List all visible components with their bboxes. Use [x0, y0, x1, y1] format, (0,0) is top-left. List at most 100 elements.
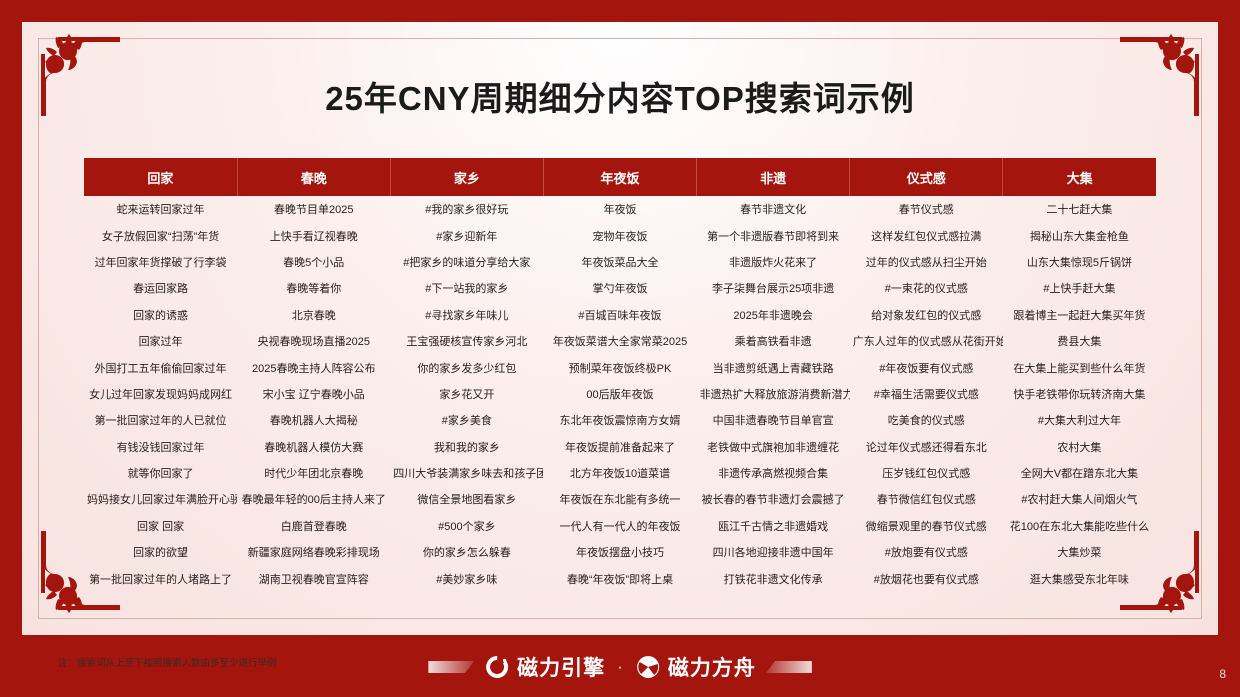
brand-magnetic-ark: 磁力方舟	[635, 652, 756, 682]
table-row: 回家的欲望 新疆家庭网络春晚彩排现场 你的家乡怎么躲春 年夜饭摆盘小技巧 四川各地迎接非…	[84, 539, 1156, 565]
page-number: 8	[1219, 667, 1226, 681]
cell: 2025春晚主持人阵容公布	[251, 362, 376, 375]
cell: 湖南卫视春晚官宣阵容	[258, 573, 369, 586]
cell: 非遗版炸火花来了	[729, 256, 818, 269]
cell: 四川各地迎接非遗中国年	[712, 547, 834, 560]
cell: 中国非遗春晚节目单官宣	[712, 415, 834, 428]
column-header-daji: 大集	[1002, 158, 1156, 196]
cell: #年夜饭要有仪式感	[879, 362, 974, 375]
kuaishou-engine-icon	[484, 654, 510, 680]
cell: 宠物年夜饭	[592, 230, 648, 243]
table-row: 第一批回家过年的人堵路上了 湖南卫视春晚官宣阵容 #美妙家乡味 春晚“年夜饭”即将上桌…	[84, 565, 1156, 591]
cell: 四川大爷装满家乡味去和孩子团年	[393, 468, 544, 481]
cell: 年夜饭在东北能有多统一	[559, 494, 681, 507]
cell: 预制菜年夜饭终极PK	[568, 362, 672, 375]
content-panel	[22, 22, 1218, 635]
column-header-huijia: 回家	[84, 158, 238, 196]
cell: #放烟花也要有仪式感	[873, 573, 979, 586]
wing-left-decoration	[428, 661, 475, 673]
cell: 春晚“年夜饭”即将上桌	[566, 573, 674, 586]
table-row: 有钱没钱回家过年 春晚机器人模仿大赛 我和我的家乡 年夜饭提前准备起来了 老铁做中式旗袍…	[84, 434, 1156, 460]
brand-secondary-label: 磁力方舟	[667, 657, 756, 680]
cell: 春晚节目单2025	[273, 204, 354, 217]
column-header-nianyefan: 年夜饭	[543, 158, 698, 196]
cell: 当非遗剪纸遇上青藏铁路	[712, 362, 834, 375]
cell: 00后版年夜饭	[586, 388, 654, 401]
cell: 家乡花又开	[439, 388, 495, 401]
cell: 老铁做中式旗袍加非遗缠花	[707, 441, 840, 454]
wing-right-decoration	[765, 661, 812, 673]
corner-ornament-bottom-right	[1116, 527, 1208, 619]
cell: 大集炒菜	[1057, 547, 1102, 560]
cell: 揭秘山东大集金枪鱼	[1029, 230, 1129, 243]
cell: 打铁花非遗文化传承	[723, 573, 823, 586]
cell: 全网大V都在蹭东北大集	[1020, 468, 1139, 481]
cell: #家乡美食	[441, 415, 492, 428]
cell: 花100在东北大集能吃些什么	[1009, 520, 1150, 533]
cell: #上快手赶大集	[1043, 283, 1116, 296]
search-terms-table: 回家 春晚 家乡 年夜饭 非遗 仪式感 大集 蛇来运转回家过年 春晚节目单2025…	[84, 158, 1156, 592]
table-row: 妈妈接女儿回家过年满脸开心骄傲 春晚最年轻的00后主持人来了 微信全景地图看家乡 年夜…	[84, 486, 1156, 512]
cell: 年夜饭	[603, 204, 637, 217]
ark-circle-icon	[635, 654, 661, 680]
cell: 吃美食的仪式感	[887, 415, 965, 428]
cell: 第一批回家过年的人堵路上了	[89, 573, 233, 586]
cell: 微缩景观里的春节仪式感	[865, 520, 987, 533]
table-row: 女儿过年回家发现妈妈成网红 宋小宝 辽宁春晚小品 家乡花又开 00后版年夜饭 非遗热扩大…	[84, 381, 1156, 407]
cell: #农村赶大集人间烟火气	[1021, 494, 1138, 507]
cell: 在大集上能买到些什么年货	[1013, 362, 1146, 375]
cell: 这样发红包仪式感拉满	[871, 230, 982, 243]
cell: 快手老铁带你玩转济南大集	[1013, 388, 1146, 401]
cell: #放炮要有仪式感	[884, 547, 968, 560]
cell: 有钱没钱回家过年	[116, 441, 205, 454]
cell: 第一批回家过年的人已就位	[94, 415, 227, 428]
cell: 过年回家年货撑破了行李袋	[94, 256, 227, 269]
cell: #把家乡的味道分享给大家	[403, 256, 531, 269]
cell: #下一站我的家乡	[425, 283, 509, 296]
cell: 你的家乡发多少红包	[417, 362, 517, 375]
cell: 蛇来运转回家过年	[116, 204, 205, 217]
cell: 外国打工五年偷偷回家过年	[94, 362, 227, 375]
cell: 回家 回家	[137, 520, 185, 533]
brand-separator: ·	[617, 657, 623, 676]
cell: 上快手看辽视春晚	[269, 230, 358, 243]
cell: 一代人有一代人的年夜饭	[559, 520, 681, 533]
table-row: 回家过年 央视春晚现场直播2025 王宝强硬核宣传家乡河北 年夜饭菜谱大全家常菜202…	[84, 328, 1156, 354]
table-row: 回家 回家 白鹿首登春晚 #500个家乡 一代人有一代人的年夜饭 瓯江千古情之非遗婚戏 微…	[84, 513, 1156, 539]
cell: 春晚机器人模仿大赛	[264, 441, 364, 454]
cell: 我和我的家乡	[433, 441, 500, 454]
cell: 春晚最年轻的00后主持人来了	[241, 494, 386, 507]
cell: 春晚等着你	[286, 283, 342, 296]
cell: 农村大集	[1057, 441, 1102, 454]
cell: 回家过年	[138, 336, 183, 349]
cell: 掌勺年夜饭	[592, 283, 648, 296]
cell: 年夜饭提前准备起来了	[564, 441, 675, 454]
cell: 微信全景地图看家乡	[417, 494, 517, 507]
cell: 逛大集感受东北年味	[1029, 573, 1129, 586]
cell: 春节非遗文化	[740, 204, 807, 217]
cell: 女儿过年回家发现妈妈成网红	[89, 388, 233, 401]
cell: 春晚5个小品	[283, 256, 345, 269]
cell: 年夜饭菜品大全	[581, 256, 659, 269]
cell: 女子放假回家“扫荡”年货	[101, 230, 220, 243]
brand-primary-label: 磁力引擎	[517, 657, 606, 680]
corner-ornament-top-left	[32, 28, 124, 120]
cell: 就等你回家了	[127, 468, 194, 481]
column-header-jiaxiang: 家乡	[390, 158, 544, 196]
cell: 王宝强硬核宣传家乡河北	[406, 336, 528, 349]
footer-logo-bar: 磁力引擎 · 磁力方舟	[428, 645, 812, 689]
table-row: 春运回家路 春晚等着你 #下一站我的家乡 掌勺年夜饭 李子柒舞台展示25项非遗 #一束花的…	[84, 275, 1156, 301]
cell: 东北年夜饭震惊南方女婿	[559, 415, 681, 428]
cell: 2025年非遗晚会	[733, 309, 813, 322]
cell: #美妙家乡味	[436, 573, 498, 586]
cell: 春节微信红包仪式感	[876, 494, 976, 507]
cell: 非遗传承高燃视频合集	[718, 468, 829, 481]
cell: 央视春晚现场直播2025	[257, 336, 370, 349]
column-header-chunwan: 春晚	[237, 158, 391, 196]
cell: 你的家乡怎么躲春	[422, 547, 511, 560]
cell: 给对象发红包的仪式感	[871, 309, 982, 322]
cell: 第一个非遗版春节即将到来	[707, 230, 840, 243]
page-title: 25年CNY周期细分内容TOP搜索词示例	[325, 80, 915, 117]
brand-magnetic-engine: 磁力引擎	[484, 652, 605, 682]
table-body: 蛇来运转回家过年 春晚节目单2025 #我的家乡很好玩 年夜饭 春节非遗文化 春节仪式感 二…	[84, 196, 1156, 592]
